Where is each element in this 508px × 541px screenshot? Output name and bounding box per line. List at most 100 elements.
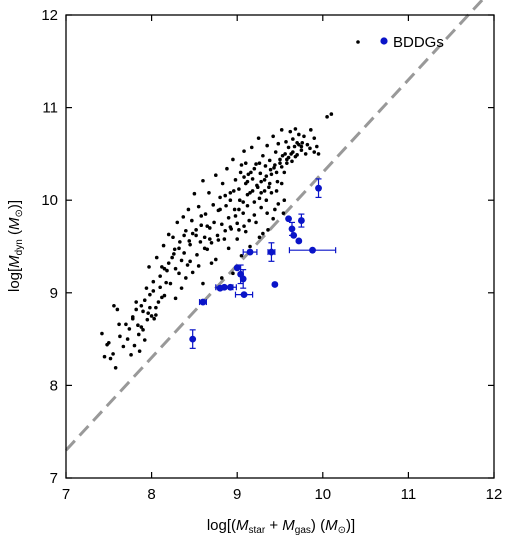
comparison-point bbox=[118, 334, 122, 339]
comparison-point bbox=[291, 150, 295, 154]
comparison-point bbox=[179, 286, 184, 290]
comparison-point bbox=[276, 141, 281, 146]
comparison-point bbox=[297, 142, 301, 147]
comparison-point bbox=[136, 332, 141, 337]
y-tick-label: 8 bbox=[50, 377, 58, 394]
comparison-point bbox=[266, 228, 270, 232]
y-tick-label: 10 bbox=[41, 192, 58, 209]
comparison-point bbox=[293, 127, 298, 131]
comparison-point bbox=[267, 158, 272, 163]
comparison-point bbox=[198, 240, 203, 244]
comparison-point bbox=[111, 352, 115, 356]
comparison-point bbox=[250, 189, 255, 193]
comparison-point bbox=[329, 112, 334, 116]
comparison-point bbox=[151, 289, 156, 293]
legend: BDDGs bbox=[356, 34, 444, 51]
comparison-point bbox=[160, 295, 164, 300]
comparison-point bbox=[160, 265, 164, 269]
comparison-point bbox=[245, 179, 250, 184]
comparison-point bbox=[209, 240, 214, 245]
comparison-point bbox=[258, 171, 263, 176]
comparison-point bbox=[124, 322, 128, 327]
comparison-point bbox=[269, 172, 274, 177]
bddg-point bbox=[315, 184, 322, 192]
comparison-point bbox=[158, 285, 162, 290]
comparison-point bbox=[309, 128, 313, 132]
comparison-point bbox=[201, 281, 205, 286]
comparison-point bbox=[242, 149, 246, 153]
comparison-point bbox=[218, 195, 222, 200]
comparison-point bbox=[278, 161, 282, 165]
comparison-point bbox=[267, 181, 272, 186]
bddg-point bbox=[295, 237, 303, 245]
plot-frame bbox=[65, 14, 495, 479]
comparison-point bbox=[187, 239, 192, 243]
comparison-point bbox=[115, 307, 120, 312]
comparison-point bbox=[102, 354, 107, 359]
comparison-point bbox=[252, 200, 257, 204]
bddg-point bbox=[240, 291, 248, 299]
comparison-point bbox=[186, 207, 191, 212]
comparison-point bbox=[243, 229, 248, 234]
comparison-point bbox=[117, 322, 121, 327]
comparison-point bbox=[148, 305, 152, 310]
comparison-point bbox=[166, 232, 171, 237]
comparison-point bbox=[259, 205, 263, 210]
comparison-point bbox=[147, 265, 151, 269]
bddg-point bbox=[290, 231, 298, 239]
comparison-point bbox=[137, 349, 142, 353]
comparison-point bbox=[282, 170, 287, 175]
comparison-point bbox=[219, 222, 224, 227]
comparison-point bbox=[255, 185, 260, 190]
comparison-point bbox=[293, 154, 298, 159]
comparison-point bbox=[274, 170, 279, 175]
comparison-point bbox=[285, 161, 289, 165]
comparison-point bbox=[144, 286, 149, 290]
comparison-point bbox=[199, 223, 204, 228]
comparison-point bbox=[188, 259, 192, 264]
comparison-point bbox=[257, 161, 262, 165]
comparison-point bbox=[235, 237, 239, 241]
bddg-point bbox=[268, 248, 275, 256]
comparison-point bbox=[108, 356, 113, 361]
comparison-point bbox=[278, 157, 282, 162]
comparison-point bbox=[154, 305, 158, 310]
comparison-point bbox=[312, 136, 317, 140]
x-tick-label: 9 bbox=[233, 486, 241, 503]
comparison-point bbox=[208, 237, 212, 241]
comparison-point bbox=[274, 189, 279, 193]
comparison-point bbox=[261, 231, 265, 236]
comparison-point bbox=[156, 300, 161, 304]
comparison-point bbox=[303, 152, 308, 156]
comparison-point bbox=[264, 174, 269, 178]
comparison-point bbox=[152, 316, 156, 321]
comparison-point bbox=[134, 300, 138, 304]
comparison-point bbox=[154, 313, 158, 317]
comparison-point bbox=[279, 165, 284, 169]
comparison-point bbox=[325, 115, 329, 119]
comparison-point bbox=[245, 203, 250, 208]
comparison-point bbox=[162, 293, 167, 298]
comparison-point bbox=[112, 303, 116, 308]
bddg-point bbox=[226, 283, 234, 291]
comparison-point bbox=[228, 190, 233, 195]
comparison-point bbox=[235, 221, 239, 226]
x-axis-title: log[(Mstar + Mgas) (M⊙)] bbox=[207, 517, 355, 536]
comparison-point bbox=[241, 211, 245, 215]
comparison-point bbox=[185, 263, 190, 267]
comparison-point bbox=[184, 276, 188, 280]
x-tick-label: 7 bbox=[62, 486, 70, 503]
comparison-point bbox=[205, 224, 210, 228]
comparison-sample-points bbox=[100, 112, 334, 370]
comparison-point bbox=[271, 134, 275, 139]
comparison-point bbox=[245, 192, 250, 197]
comparison-point bbox=[263, 164, 268, 168]
bddg-point bbox=[309, 246, 316, 254]
bddg-point bbox=[271, 281, 279, 288]
comparison-point bbox=[212, 220, 216, 225]
comparison-point bbox=[226, 246, 231, 251]
comparison-point bbox=[172, 247, 177, 252]
comparison-point bbox=[188, 242, 192, 247]
comparison-point bbox=[113, 366, 118, 370]
comparison-point bbox=[249, 145, 254, 150]
